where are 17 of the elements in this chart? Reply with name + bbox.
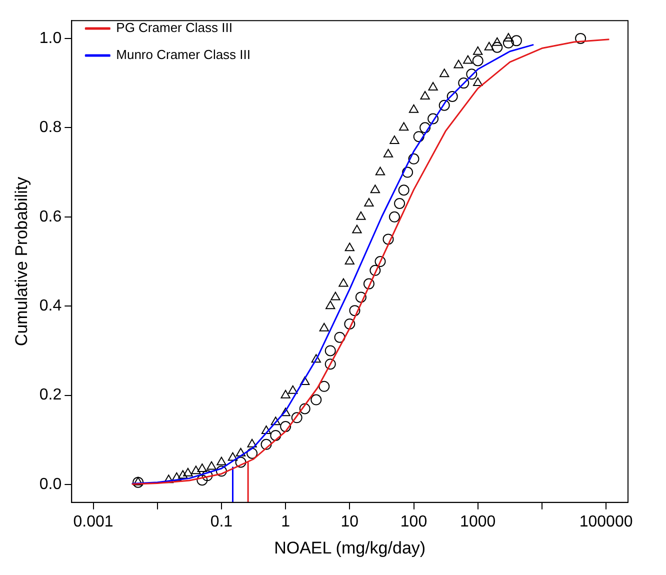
- x-tick-label: 100000: [579, 513, 633, 530]
- y-tick-label: 0.6: [39, 208, 62, 226]
- x-tick-label: 10: [340, 513, 359, 530]
- y-tick-label: 0.8: [39, 119, 62, 136]
- x-tick-label: 1000: [460, 513, 496, 530]
- y-axis-title: Cumulative Probability: [12, 176, 31, 346]
- y-tick-label: 0.0: [39, 476, 62, 493]
- y-tick-label: 1.0: [39, 30, 62, 47]
- x-tick-label: 0.1: [210, 513, 233, 530]
- y-tick-label: 0.4: [39, 298, 62, 315]
- legend-label: PG Cramer Class III: [116, 20, 232, 36]
- x-axis-title: NOAEL (mg/kg/day): [274, 538, 426, 558]
- x-tick-label: 0.001: [73, 513, 114, 530]
- legend-label: Munro Cramer Class III: [116, 47, 251, 62]
- x-tick-label: 1: [281, 513, 290, 530]
- y-tick-label: 0.2: [39, 386, 62, 404]
- x-tick-label: 100: [400, 513, 428, 530]
